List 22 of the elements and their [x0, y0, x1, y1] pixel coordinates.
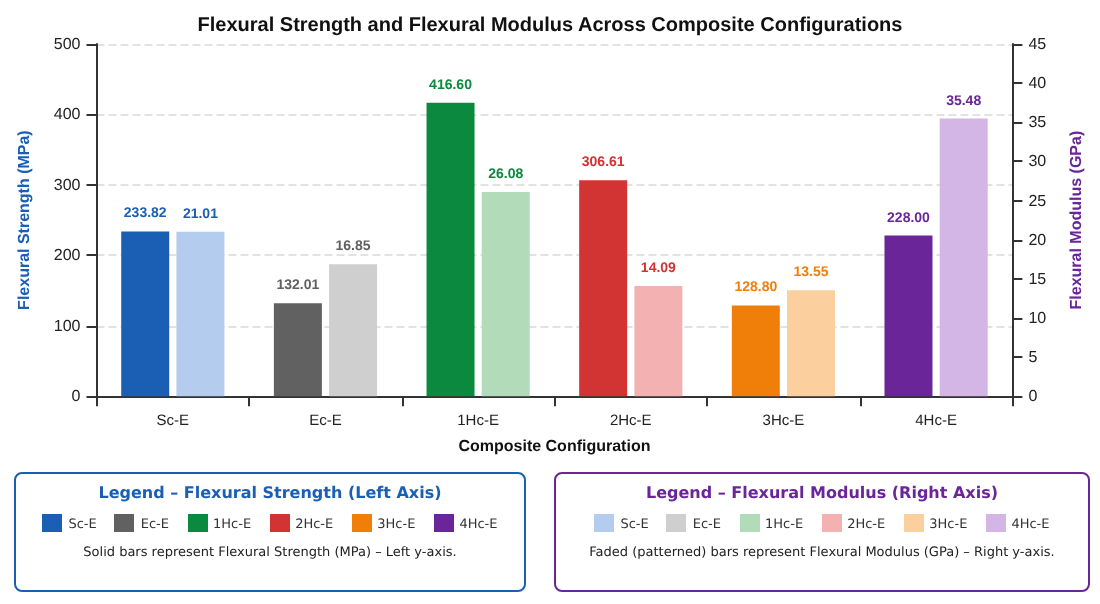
y2-tick-label: 15	[1028, 269, 1048, 288]
y-axis-title: Flexural Strength (MPa)	[15, 129, 33, 310]
y2-tick-label: 25	[1028, 191, 1048, 210]
y2-tick-label: 0	[1028, 387, 1039, 406]
y-tick-label: 300	[53, 175, 82, 194]
y2-axis-title: Flexural Modulus (GPa)	[1067, 130, 1085, 310]
y-tick-label: 0	[71, 387, 82, 406]
y2-tick-label: 45	[1028, 35, 1048, 53]
y2-tick-label: 5	[1028, 348, 1039, 367]
y2-tick-label: 20	[1028, 230, 1048, 249]
y2-tick-label: 10	[1028, 308, 1048, 327]
y-tick-label: 100	[53, 316, 82, 335]
x-axis-title: Composite Configuration	[458, 437, 651, 455]
y-tick-label: 400	[53, 105, 82, 124]
y-tick-label: 500	[53, 35, 82, 53]
text: Legend – Flexural Modulus (Right Axis)	[644, 484, 1000, 502]
y2-tick-label: 40	[1028, 74, 1048, 93]
y-tick-label: 200	[53, 246, 82, 265]
y2-tick-label: 35	[1028, 113, 1048, 132]
text: Legend – Flexural Strength (Left Axis)	[96, 484, 444, 502]
y2-tick-label: 30	[1028, 152, 1048, 171]
chart-title: Flexural Strength and Flexural Modulus Across Composite Configurations	[197, 15, 904, 37]
